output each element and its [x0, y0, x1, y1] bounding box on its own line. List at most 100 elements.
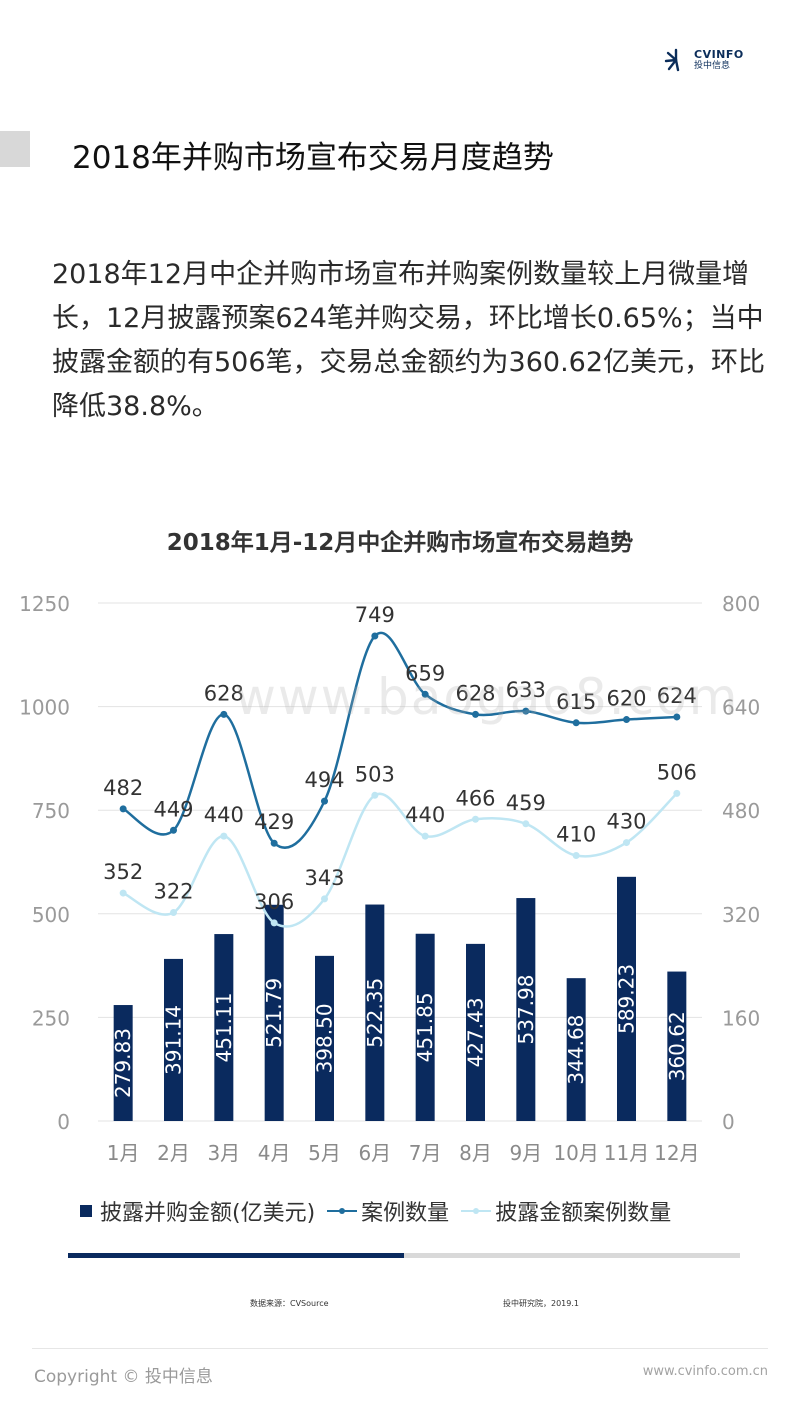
- bar-amount: [566, 978, 586, 1121]
- research-note: 投中研究院，2019.1: [503, 1299, 579, 1308]
- point-disclosed: [170, 909, 177, 917]
- point-disclosed: [572, 852, 580, 860]
- legend-line-swatch-disclosed: [461, 1208, 492, 1214]
- point-disclosed: [119, 889, 127, 897]
- intro-paragraph: 2018年12月中企并购市场宣布并购案例数量较上月微量增长，12月披露预案624…: [52, 259, 766, 422]
- source-note: 数据来源：CVSource: [250, 1299, 329, 1308]
- x-tick-label: 9月: [509, 1141, 542, 1165]
- bar-amount: [365, 904, 385, 1121]
- x-tick-label: 1月: [107, 1141, 140, 1165]
- site-url: www.cvinfo.com.cn: [642, 1364, 768, 1379]
- point-label-deals: 628: [455, 681, 495, 705]
- x-tick-label: 5月: [308, 1141, 341, 1165]
- point-label-disclosed: 343: [304, 866, 344, 890]
- bar-data-label: 537.98: [514, 975, 538, 1045]
- legend-label-disclosed: 披露金额案例数量: [495, 1201, 672, 1226]
- bar-data-label: 451.11: [212, 993, 236, 1063]
- point-disclosed: [321, 895, 328, 903]
- title-accent-bar: [0, 131, 30, 167]
- y-right-tick-label: 320: [722, 903, 760, 927]
- y-left-tick-label: 250: [32, 1006, 70, 1030]
- x-tick-label: 4月: [258, 1141, 291, 1165]
- point-deals: [220, 710, 228, 718]
- bar-data-label: 344.68: [564, 1015, 588, 1085]
- legend-item-amount: 披露并购金额(亿美元): [80, 1195, 315, 1227]
- point-deals: [472, 710, 479, 718]
- bar-data-label: 391.14: [162, 1005, 186, 1075]
- bar-amount: [315, 955, 334, 1121]
- point-disclosed: [220, 832, 228, 840]
- bar-data-label: 451.85: [413, 992, 437, 1062]
- x-tick-label: 8月: [459, 1141, 492, 1165]
- point-deals: [673, 713, 681, 721]
- point-label-disclosed: 440: [204, 803, 244, 827]
- legend-line-swatch-deals: [327, 1208, 358, 1214]
- footer-divider: [32, 1348, 768, 1349]
- chart-title: 2018年1月-12月中企并购市场宣布交易趋势: [166, 530, 634, 556]
- point-deals: [371, 632, 379, 640]
- x-tick-label: 10月: [553, 1141, 598, 1165]
- legend-label-deals: 案例数量: [361, 1201, 450, 1226]
- x-tick-label: 2月: [157, 1141, 190, 1165]
- point-label-disclosed: 506: [657, 760, 697, 784]
- point-label-deals: 628: [204, 681, 244, 705]
- legend-item-deals: 案例数量: [327, 1195, 449, 1227]
- point-label-disclosed: 440: [405, 803, 445, 827]
- bar-data-label: 522.35: [363, 978, 387, 1048]
- legend-bar-swatch: [80, 1205, 92, 1217]
- point-label-deals: 624: [657, 684, 697, 708]
- bar-data-label: 360.62: [665, 1011, 689, 1081]
- point-label-disclosed: 306: [254, 890, 294, 914]
- y-right-tick-label: 0: [722, 1110, 735, 1134]
- y-right-tick-label: 800: [722, 592, 760, 616]
- trend-chart: 0 0 250 160 500 320 750 480 1000 640 1250 800 279.83…: [19, 592, 760, 1165]
- point-deals: [572, 719, 580, 727]
- point-label-disclosed: 430: [606, 810, 646, 834]
- y-left-tick-label: 1000: [19, 696, 70, 720]
- point-deals: [270, 839, 278, 847]
- bar-amount: [264, 904, 284, 1121]
- point-label-deals: 429: [254, 810, 294, 834]
- point-disclosed: [522, 820, 530, 828]
- y-right-tick-label: 160: [722, 1006, 760, 1030]
- point-label-disclosed: 352: [103, 860, 143, 884]
- y-left-tick-label: 750: [32, 799, 70, 823]
- y-left-tick-label: 500: [32, 903, 70, 927]
- point-label-deals: 749: [355, 603, 395, 627]
- slide-progress-fill: [68, 1253, 404, 1258]
- point-label-disclosed: 459: [506, 791, 546, 815]
- cvinfo-logo-icon: [664, 48, 680, 72]
- page-title: 2018年并购市场宣布交易月度趋势: [72, 140, 554, 176]
- point-label-deals: 449: [153, 797, 193, 821]
- point-label-deals: 494: [304, 768, 344, 792]
- point-disclosed: [472, 815, 479, 823]
- chart-legend: 披露并购金额(亿美元) 案例数量 披露金额案例数量: [80, 1195, 683, 1227]
- point-label-disclosed: 410: [556, 823, 596, 847]
- point-deals: [119, 805, 127, 813]
- brand-logo: CVINFO 投中信息: [664, 48, 744, 72]
- point-disclosed: [270, 919, 278, 927]
- x-tick-label: 12月: [654, 1141, 699, 1165]
- point-label-deals: 620: [606, 687, 646, 711]
- y-right-tick-label: 640: [722, 696, 760, 720]
- x-tick-label: 11月: [604, 1141, 649, 1165]
- point-deals: [170, 826, 177, 834]
- point-deals: [623, 716, 630, 724]
- point-deals: [321, 797, 328, 805]
- point-deals: [421, 690, 429, 698]
- bar-amount: [164, 958, 183, 1121]
- point-label-deals: 659: [405, 661, 445, 685]
- bar-amount: [113, 1005, 133, 1121]
- bar-data-label: 521.79: [262, 978, 286, 1048]
- point-label-disclosed: 466: [455, 786, 495, 810]
- bar-amount: [415, 933, 435, 1121]
- copyright-text: Copyright © 投中信息: [34, 1367, 213, 1387]
- point-label-deals: 615: [556, 690, 596, 714]
- x-tick-label: 3月: [207, 1141, 240, 1165]
- series-line-deals: [122, 631, 677, 849]
- point-disclosed: [421, 832, 429, 840]
- legend-label-amount: 披露并购金额(亿美元): [100, 1201, 316, 1226]
- bar-amount: [466, 943, 485, 1121]
- bar-data-label: 589.23: [615, 964, 639, 1034]
- logo-text-en: CVINFO: [694, 48, 744, 61]
